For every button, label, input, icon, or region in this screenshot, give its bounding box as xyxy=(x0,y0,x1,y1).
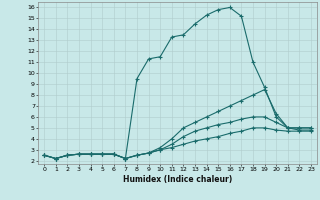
X-axis label: Humidex (Indice chaleur): Humidex (Indice chaleur) xyxy=(123,175,232,184)
